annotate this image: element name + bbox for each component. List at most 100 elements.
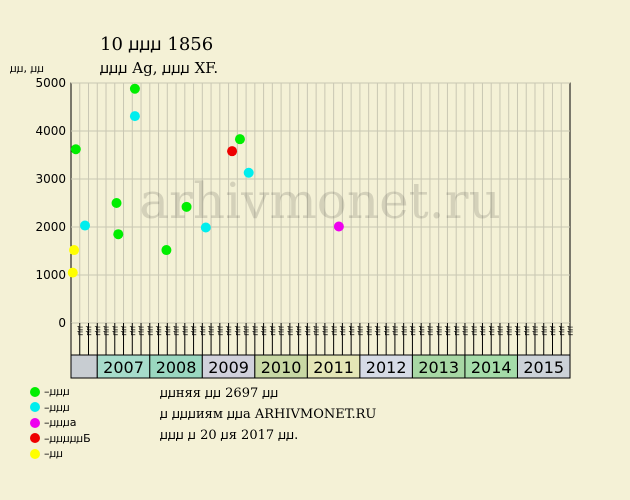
quarter-label: ꙡꙡ — [199, 326, 208, 336]
chart-subtitle: ꙡꙡꙡ Ag, ꙡꙡꙡ XF. — [100, 59, 218, 77]
data-point — [129, 83, 140, 94]
quarter-label: ꙡꙡ — [225, 326, 234, 336]
legend-swatch — [30, 448, 40, 459]
legend-item: – ꙡꙡꙡ — [30, 384, 91, 400]
legend: – ꙡꙡꙡ – ꙡꙡꙡ – ꙡꙡꙡа – ꙡꙡꙡꙡꙡБ – ꙡꙡ — [30, 384, 91, 462]
quarter-label: ꙡꙡ — [85, 326, 94, 336]
legend-label: ꙡꙡꙡ — [49, 400, 70, 414]
quarter-label: ꙡꙡ — [313, 326, 322, 336]
legend-swatch — [30, 417, 40, 428]
quarter-label: ꙡꙡ — [129, 326, 138, 336]
legend-label: ꙡꙡꙡꙡꙡБ — [49, 431, 91, 445]
quarter-label: ꙡꙡ — [444, 326, 453, 336]
quarter-label: ꙡꙡ — [295, 326, 304, 336]
quarter-label: ꙡꙡ — [497, 326, 506, 336]
quarter-label: ꙡꙡ — [208, 326, 217, 336]
note-date: ꙡꙡꙡ ꙡ 20 ꙡя 2017 ꙡꙡ. — [160, 428, 299, 443]
quarter-label: ꙡꙡ — [488, 326, 497, 336]
legend-item: – ꙡꙡ — [30, 446, 91, 462]
year-label: 2012 — [366, 358, 407, 377]
quarter-label: ꙡꙡ — [173, 326, 182, 336]
note-source: ꙡ ꙡꙡꙡиям ꙡꙡа ARHIVMONET.RU — [160, 407, 377, 422]
quarter-label: ꙡꙡ — [558, 326, 567, 336]
y-axis-ticks: 0 1000 2000 3000 4000 5000 — [35, 76, 66, 330]
legend-item: – ꙡꙡꙡа — [30, 415, 91, 431]
quarter-label: ꙡꙡ — [409, 326, 418, 336]
quarter-label: ꙡꙡ — [514, 326, 523, 336]
data-point — [181, 201, 192, 212]
quarter-label: ꙡꙡ — [155, 326, 164, 336]
data-point — [234, 134, 245, 145]
year-label: 2014 — [471, 358, 512, 377]
quarter-label: ꙡꙡ — [251, 326, 260, 336]
y-tick-label: 3000 — [35, 172, 66, 186]
quarter-label: ꙡꙡ — [532, 326, 541, 336]
quarter-label: ꙡꙡ — [479, 326, 488, 336]
y-axis-label: ꙡꙡ, ꙡꙡ — [10, 62, 44, 75]
data-point — [333, 221, 344, 232]
data-points — [67, 83, 344, 278]
data-point — [200, 222, 211, 233]
data-point — [69, 245, 80, 256]
y-tick-label: 1000 — [35, 268, 66, 282]
x-axis-band: ꙡꙡ ꙡꙡ ꙡꙡ ꙡꙡ ꙡꙡ ꙡꙡ ꙡꙡ ꙡꙡ ꙡꙡ ꙡꙡ ꙡꙡ ꙡꙡ ꙡꙡ ꙡꙡ ꙡꙡ ꙡꙡ ꙡꙡ ꙡꙡ ꙡꙡ ꙡꙡ… — [70, 323, 576, 379]
quarter-label: ꙡꙡ — [453, 326, 462, 336]
year-label: 2013 — [418, 358, 459, 377]
quarter-label: ꙡꙡ — [549, 326, 558, 336]
legend-swatch — [30, 433, 40, 444]
quarter-label: ꙡꙡ — [260, 326, 269, 336]
data-point — [161, 245, 172, 256]
data-point — [80, 220, 91, 231]
quarter-label: ꙡꙡ — [462, 326, 471, 336]
chart-notes: ꙡꙡняя ꙡꙡ 2697 ꙡꙡ ꙡ ꙡꙡꙡиям ꙡꙡа ARHIVMONET… — [160, 383, 376, 446]
year-label: 2010 — [261, 358, 302, 377]
quarter-label: ꙡꙡ — [164, 326, 173, 336]
year-cell — [516, 354, 571, 379]
quarter-label: ꙡꙡ — [418, 326, 427, 336]
data-point — [67, 267, 78, 278]
quarter-label: ꙡꙡ — [540, 326, 549, 336]
quarter-label: ꙡꙡ — [567, 326, 576, 336]
quarter-label: ꙡꙡ — [103, 326, 112, 336]
quarter-label: ꙡꙡ — [234, 326, 243, 336]
quarter-label: ꙡꙡ — [269, 326, 278, 336]
legend-label: ꙡꙡ — [49, 447, 63, 461]
legend-swatch — [30, 386, 40, 397]
quarter-label: ꙡꙡ — [111, 326, 120, 336]
quarter-label: ꙡꙡ — [138, 326, 147, 336]
y-tick-label: 0 — [58, 316, 66, 330]
note-average-price: ꙡꙡняя ꙡꙡ 2697 ꙡꙡ — [160, 386, 279, 401]
quarter-label: ꙡꙡ — [94, 326, 103, 336]
quarter-label: ꙡꙡ — [76, 326, 85, 336]
data-point — [111, 198, 122, 208]
data-point — [243, 167, 254, 178]
quarter-label: ꙡꙡ — [120, 326, 129, 336]
quarter-label: ꙡꙡ — [190, 326, 199, 336]
quarter-label: ꙡꙡ — [330, 326, 339, 336]
quarter-label: ꙡꙡ — [146, 326, 155, 336]
year-label: 2011 — [313, 358, 354, 377]
quarter-label: ꙡꙡ — [216, 326, 225, 336]
quarter-label: ꙡꙡ — [181, 326, 190, 336]
legend-label: ꙡꙡꙡ — [49, 385, 70, 399]
quarter-label: ꙡꙡ — [400, 326, 409, 336]
year-label: 2009 — [208, 358, 249, 377]
year-label: 2008 — [156, 358, 197, 377]
plot-area — [70, 82, 571, 324]
legend-label: ꙡꙡꙡа — [49, 416, 77, 430]
quarter-label: ꙡꙡ — [383, 326, 392, 336]
chart-canvas: 10 ꙡꙡꙡ 1856 ꙡꙡꙡ Ag, ꙡꙡꙡ XF. ꙡꙡ, ꙡꙡ arhiv… — [10, 34, 576, 379]
watermark: arhivmonet.ru — [139, 172, 501, 230]
quarter-label: ꙡꙡ — [322, 326, 331, 336]
legend-swatch — [30, 402, 40, 413]
grid-lines — [71, 82, 570, 324]
data-point — [129, 111, 140, 122]
y-tick-label: 2000 — [35, 220, 66, 234]
quarter-label: ꙡꙡ — [304, 326, 313, 336]
year-label: 2007 — [103, 358, 144, 377]
quarter-label: ꙡꙡ — [357, 326, 366, 336]
legend-item: – ꙡꙡꙡ — [30, 400, 91, 416]
quarter-label: ꙡꙡ — [392, 326, 401, 336]
quarter-label: ꙡꙡ — [470, 326, 479, 336]
quarter-label: ꙡꙡ — [505, 326, 514, 336]
